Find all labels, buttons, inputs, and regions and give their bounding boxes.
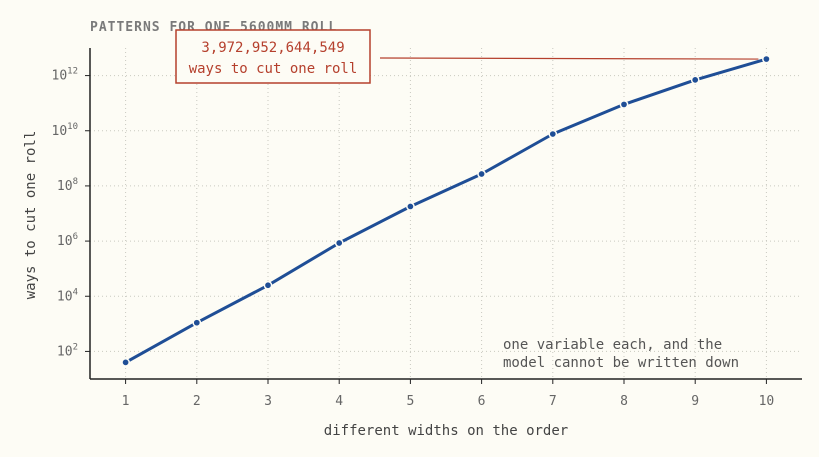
x-tick-label: 1 (122, 394, 130, 409)
x-ticks: 1 2 3 4 5 6 7 8 9 10 (122, 379, 775, 409)
x-tick-label: 6 (478, 394, 486, 409)
annotation-line-1: one variable each, and the (503, 337, 722, 353)
x-tick-label: 8 (620, 394, 628, 409)
y-tick-label: 108 (57, 177, 78, 194)
callout-leader (379, 57, 759, 60)
callout-box (175, 29, 371, 84)
x-tick-label: 4 (335, 394, 343, 409)
y-tick-label: 106 (57, 232, 78, 249)
x-axis-label: different widths on the order (324, 423, 568, 439)
x-tick-label: 2 (193, 394, 201, 409)
data-point (263, 280, 273, 290)
y-tick-label: 102 (57, 342, 78, 359)
y-tick-label: 1012 (52, 67, 79, 84)
data-point (192, 318, 202, 328)
x-tick-label: 5 (406, 394, 414, 409)
callout-caption: ways to cut one roll (189, 61, 358, 77)
data-point (619, 100, 629, 109)
annotation-line-2: model cannot be written down (503, 355, 739, 371)
series-line (124, 57, 767, 364)
data-point (690, 75, 700, 85)
x-tick-label: 9 (691, 394, 699, 409)
data-point (477, 169, 486, 179)
data-point (406, 202, 415, 211)
series (121, 54, 771, 367)
x-tick-label: 7 (549, 394, 557, 409)
y-ticks: 102 104 106 108 1010 1012 (52, 67, 90, 359)
y-tick-label: 1010 (52, 122, 79, 139)
data-point (548, 129, 558, 139)
grid (90, 48, 802, 379)
x-tick-label: 3 (264, 394, 272, 409)
data-point (334, 238, 344, 248)
data-point (121, 358, 130, 367)
y-tick-label: 104 (57, 287, 78, 304)
y-axis-label: ways to cut one roll (23, 131, 39, 300)
callout-value: 3,972,952,644,549 (201, 40, 344, 56)
data-point (762, 54, 771, 64)
x-tick-label: 10 (759, 394, 775, 409)
